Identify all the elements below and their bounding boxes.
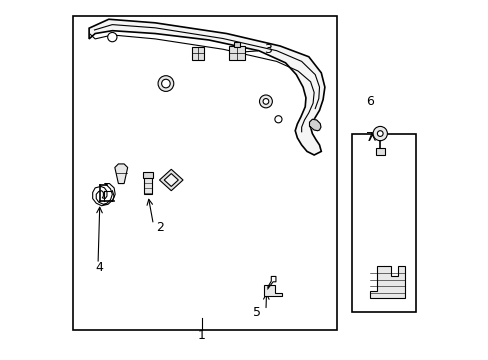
Circle shape [263, 99, 268, 104]
Polygon shape [159, 169, 183, 191]
Circle shape [372, 126, 386, 141]
Bar [375, 148, 384, 155]
Bar [142, 172, 153, 178]
FancyBboxPatch shape [73, 16, 337, 330]
Polygon shape [89, 19, 324, 155]
Polygon shape [264, 285, 282, 296]
Circle shape [162, 79, 170, 88]
Polygon shape [309, 119, 320, 131]
Text: 7: 7 [365, 131, 373, 144]
Polygon shape [164, 174, 178, 186]
Text: 4: 4 [95, 261, 103, 274]
Circle shape [107, 32, 117, 42]
Text: 1: 1 [197, 329, 205, 342]
Text: 5: 5 [252, 306, 260, 319]
Bar [191, 47, 204, 60]
Circle shape [158, 76, 173, 91]
Text: 3: 3 [264, 43, 271, 56]
Bar [234, 42, 240, 47]
Text: 6: 6 [365, 95, 373, 108]
Bar [144, 176, 151, 194]
Text: 2: 2 [156, 221, 163, 234]
Polygon shape [369, 266, 405, 298]
Bar [229, 46, 244, 60]
FancyBboxPatch shape [351, 134, 415, 312]
Circle shape [259, 95, 272, 108]
Polygon shape [115, 164, 127, 184]
Circle shape [274, 116, 282, 123]
Circle shape [377, 131, 382, 136]
